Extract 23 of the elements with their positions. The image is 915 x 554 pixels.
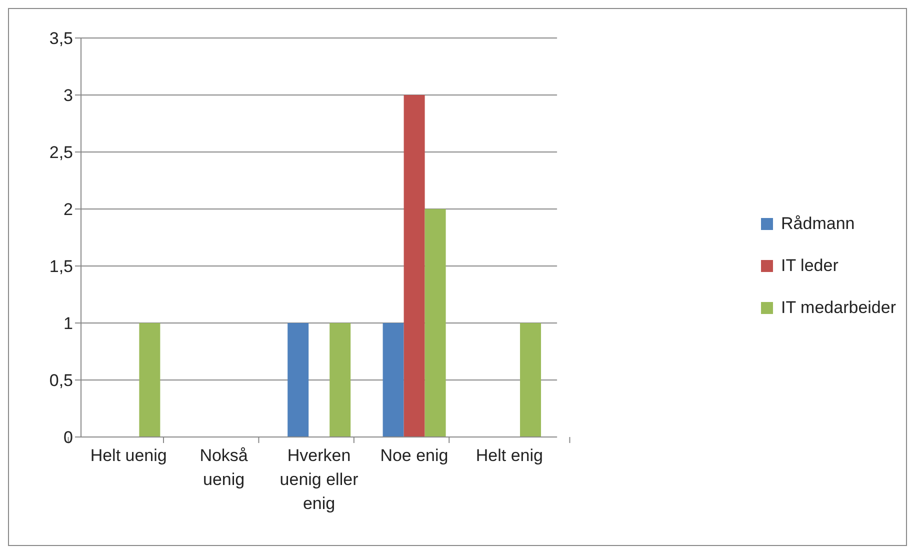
y-tick-label: 1 (64, 314, 73, 334)
legend-label: IT medarbeider (781, 298, 896, 318)
y-tick-label: 1,5 (49, 257, 73, 276)
y-tick-label: 3,5 (49, 29, 73, 48)
legend-label: IT leder (781, 256, 838, 276)
bar (288, 323, 309, 437)
bar (424, 209, 446, 437)
bar (139, 323, 160, 437)
y-tick-label: 0 (64, 428, 73, 448)
bar (404, 95, 425, 437)
x-tick-label: Helt enig (476, 446, 543, 465)
y-tick-label: 0,5 (49, 371, 73, 390)
y-tick-label: 3 (64, 86, 73, 106)
x-tick-label: Nokså uenig (200, 446, 248, 489)
bar (520, 323, 542, 437)
x-tick-label: Noe enig (380, 446, 448, 465)
x-tick-label: Helt uenig (90, 446, 167, 465)
legend-label: Rådmann (781, 214, 855, 234)
y-tick-label: 2,5 (49, 143, 73, 162)
bar (330, 323, 351, 437)
x-tick-label: Hverken uenig eller enig (280, 446, 359, 513)
y-tick-label: 2 (64, 200, 73, 220)
bar (382, 323, 404, 437)
